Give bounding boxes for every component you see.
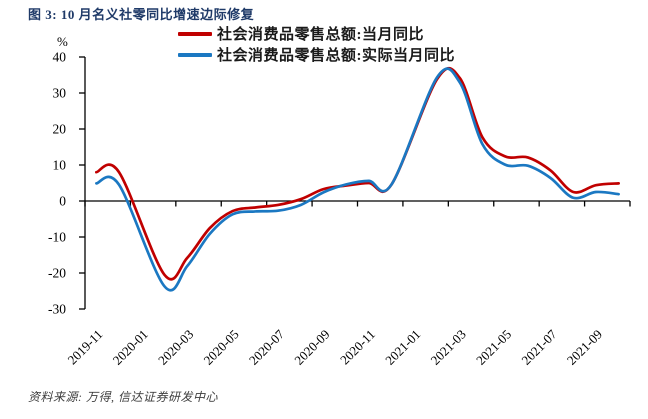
x-tick-label: 2020-03 bbox=[155, 327, 196, 368]
x-tick-label: 2020-05 bbox=[200, 327, 241, 368]
legend-item-nominal-yoy: 社会消费品零售总额:当月同比 bbox=[178, 25, 455, 43]
x-tick-label: 2020-11 bbox=[337, 327, 378, 368]
source-note: 资料来源: 万得, 信达证券研发中心 bbox=[28, 390, 218, 404]
legend-label-nominal-yoy: 社会消费品零售总额:当月同比 bbox=[217, 27, 424, 43]
y-tick-label: 30 bbox=[53, 86, 67, 101]
x-tick-label: 2020-01 bbox=[110, 327, 151, 368]
x-tick-label: 2021-07 bbox=[518, 326, 560, 368]
y-tick-label: 20 bbox=[53, 122, 67, 137]
y-tick-label: 0 bbox=[59, 194, 66, 209]
y-tick-label: 40 bbox=[53, 50, 67, 65]
legend: 社会消费品零售总额:当月同比 社会消费品零售总额:实际当月同比 bbox=[178, 25, 455, 64]
legend-swatch-nominal-yoy bbox=[178, 31, 212, 36]
x-tick-label: 2021-03 bbox=[428, 327, 469, 368]
x-tick-label: 2019-11 bbox=[65, 327, 106, 368]
legend-swatch-real-yoy bbox=[178, 52, 212, 57]
y-tick-label: -30 bbox=[48, 302, 66, 317]
legend-item-real-yoy: 社会消费品零售总额:实际当月同比 bbox=[178, 46, 455, 64]
chart-title: 图 3: 10 月名义社零同比增速边际修复 bbox=[28, 7, 255, 22]
x-tick-label: 2021-01 bbox=[382, 327, 423, 368]
line-nominal-yoy bbox=[95, 66, 620, 281]
line-real-yoy bbox=[95, 67, 620, 292]
y-tick-label: 10 bbox=[53, 158, 67, 173]
y-tick-label: -10 bbox=[48, 230, 66, 245]
x-tick-label: 2020-09 bbox=[291, 327, 332, 368]
y-tick-label: -20 bbox=[48, 266, 66, 281]
x-tick-label: 2020-07 bbox=[246, 326, 288, 368]
x-tick-label: 2021-05 bbox=[473, 327, 514, 368]
x-tick-label: 2021-09 bbox=[564, 327, 605, 368]
y-axis-unit-label: % bbox=[57, 34, 68, 49]
legend-label-real-yoy: 社会消费品零售总额:实际当月同比 bbox=[217, 48, 455, 64]
